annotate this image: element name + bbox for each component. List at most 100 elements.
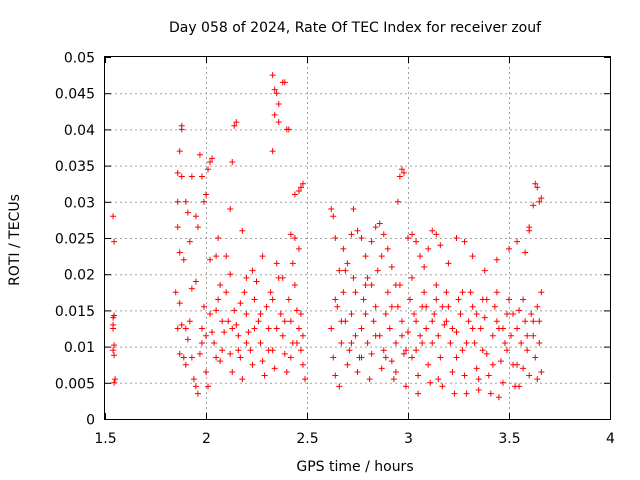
data-point bbox=[439, 303, 446, 310]
data-point bbox=[247, 347, 254, 354]
data-point bbox=[437, 354, 444, 361]
y-tick-label: 0.015 bbox=[55, 304, 95, 320]
data-point bbox=[342, 267, 349, 274]
data-point bbox=[368, 238, 375, 245]
data-point bbox=[350, 274, 357, 281]
data-point bbox=[297, 184, 304, 191]
data-point bbox=[235, 332, 242, 339]
data-point bbox=[487, 390, 494, 397]
data-point bbox=[192, 278, 199, 285]
data-point bbox=[532, 180, 539, 187]
data-point bbox=[421, 289, 428, 296]
data-point bbox=[273, 260, 280, 267]
data-point bbox=[332, 235, 339, 241]
data-point bbox=[269, 296, 276, 303]
data-point bbox=[225, 318, 232, 325]
data-point bbox=[219, 318, 226, 325]
data-point bbox=[501, 339, 508, 346]
data-point bbox=[374, 267, 381, 274]
data-point bbox=[301, 376, 308, 383]
data-point bbox=[506, 245, 512, 252]
data-point bbox=[192, 383, 199, 390]
y-tick-label: 0.045 bbox=[55, 87, 95, 103]
data-point bbox=[437, 242, 444, 249]
data-point bbox=[376, 220, 383, 227]
data-point bbox=[299, 332, 306, 339]
data-point bbox=[364, 274, 371, 281]
data-point bbox=[368, 282, 375, 289]
data-point bbox=[336, 267, 343, 274]
data-point bbox=[188, 285, 195, 292]
data-point bbox=[285, 296, 292, 303]
data-point bbox=[110, 347, 117, 354]
x-tick-label: 2 bbox=[202, 431, 211, 447]
data-point bbox=[237, 354, 244, 361]
data-point bbox=[205, 166, 212, 173]
data-point bbox=[273, 90, 280, 97]
data-point bbox=[227, 271, 234, 278]
data-point bbox=[207, 158, 214, 165]
data-point bbox=[516, 383, 523, 390]
data-point bbox=[370, 318, 377, 325]
data-point bbox=[227, 350, 234, 357]
data-point bbox=[465, 318, 472, 325]
data-point bbox=[380, 347, 387, 354]
data-point bbox=[348, 311, 355, 318]
data-point bbox=[340, 245, 347, 252]
data-point bbox=[213, 307, 220, 314]
data-point bbox=[295, 245, 302, 252]
data-point bbox=[506, 296, 512, 303]
data-point bbox=[231, 122, 238, 129]
data-point bbox=[398, 166, 405, 173]
data-point bbox=[491, 303, 498, 310]
data-point bbox=[334, 303, 341, 310]
data-point bbox=[530, 332, 537, 339]
data-point bbox=[520, 296, 527, 303]
data-point bbox=[415, 390, 422, 397]
data-point bbox=[297, 347, 304, 354]
data-point bbox=[344, 361, 351, 368]
data-point bbox=[243, 339, 250, 346]
data-point bbox=[469, 325, 476, 332]
data-point bbox=[352, 332, 359, 339]
data-point bbox=[346, 347, 353, 354]
data-point bbox=[526, 227, 533, 234]
data-point bbox=[348, 231, 355, 238]
data-point bbox=[485, 372, 492, 379]
data-point bbox=[265, 347, 272, 354]
data-point bbox=[178, 173, 185, 180]
data-point bbox=[524, 347, 531, 354]
data-point bbox=[405, 235, 411, 241]
data-point bbox=[508, 332, 515, 339]
data-point bbox=[514, 325, 521, 332]
data-point bbox=[435, 332, 442, 339]
data-point bbox=[299, 180, 306, 187]
data-point bbox=[239, 376, 246, 383]
data-point bbox=[449, 368, 456, 375]
data-point bbox=[188, 354, 195, 361]
data-point bbox=[497, 358, 504, 365]
data-point bbox=[253, 278, 260, 285]
data-point bbox=[213, 253, 220, 260]
data-point bbox=[229, 158, 236, 165]
data-point bbox=[215, 235, 222, 241]
data-point bbox=[194, 224, 201, 231]
data-point bbox=[297, 311, 304, 318]
data-point bbox=[471, 339, 478, 346]
data-point bbox=[190, 376, 197, 383]
y-axis-label: ROTI / TECUs bbox=[7, 194, 23, 286]
data-point bbox=[520, 365, 527, 372]
data-point bbox=[463, 339, 470, 346]
data-point bbox=[174, 224, 181, 231]
data-point bbox=[443, 289, 450, 296]
data-point bbox=[475, 387, 482, 394]
data-point bbox=[219, 347, 226, 354]
data-point bbox=[198, 173, 205, 180]
data-point bbox=[384, 289, 391, 296]
data-point bbox=[534, 184, 541, 191]
data-point bbox=[427, 379, 434, 386]
data-point bbox=[400, 350, 407, 357]
data-point bbox=[111, 342, 118, 349]
data-point bbox=[429, 318, 436, 325]
data-point bbox=[273, 325, 280, 332]
